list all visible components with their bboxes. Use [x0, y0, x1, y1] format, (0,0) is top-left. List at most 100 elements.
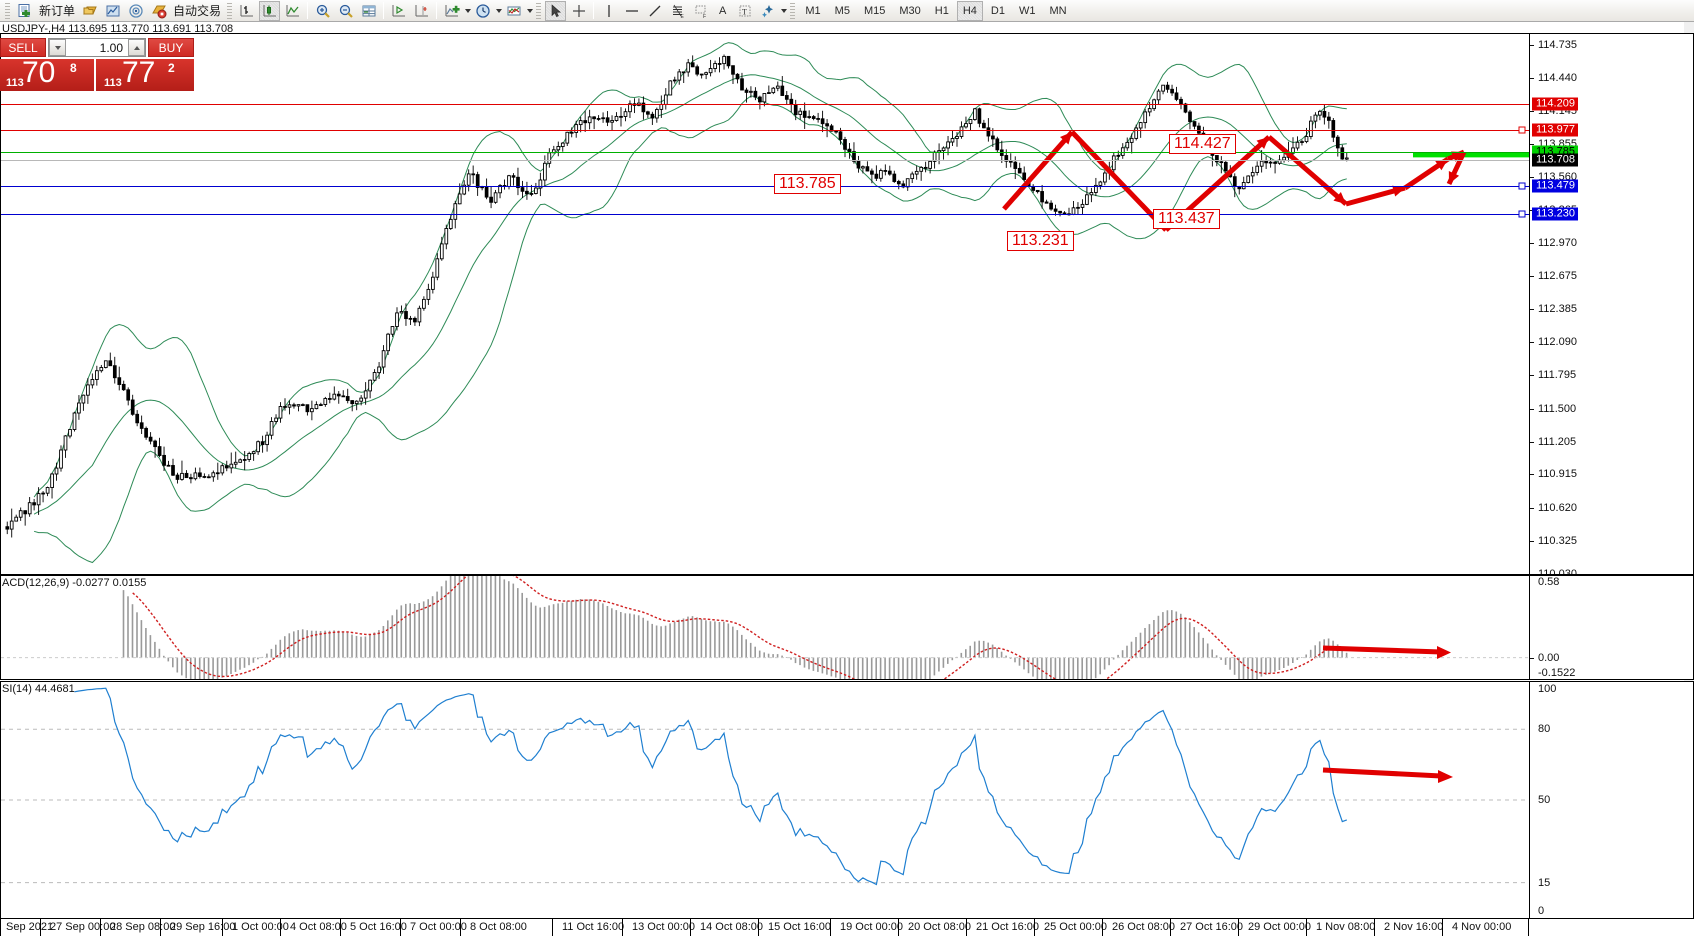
price-level-line[interactable] [1, 129, 1529, 131]
time-axis-label: 27 Sep 00:00 [50, 921, 116, 933]
time-axis-separator [690, 919, 691, 936]
candlestick-icon[interactable] [259, 0, 281, 21]
chart-shift-icon[interactable] [411, 1, 432, 21]
indicator-dropdown-caret[interactable] [465, 8, 472, 13]
period-dropdown-caret[interactable] [496, 8, 503, 13]
channel-icon[interactable]: F [690, 1, 711, 21]
price-annotation-label[interactable]: 113.231 [1007, 231, 1074, 251]
price-axis-labels[interactable]: 114.735114.440114.145113.855113.560113.2… [1530, 34, 1693, 574]
grid-icon[interactable] [358, 1, 379, 21]
last-price-tag[interactable]: 113.708 [1532, 153, 1578, 167]
crosshair-icon[interactable] [568, 1, 589, 21]
autotrading-icon[interactable] [148, 1, 169, 21]
time-axis-separator [1034, 919, 1035, 936]
y-axis-label: 80 [1538, 723, 1551, 736]
price-annotation-label[interactable]: 114.427 [1169, 134, 1236, 154]
one-click-trading-panel[interactable]: SELL 1.00 BUY 113 70 8 113 77 2 [0, 36, 194, 91]
time-axis-label: 28 Sep 08:00 [110, 921, 176, 933]
toolbar-separator-3 [436, 2, 438, 19]
price-chart-pane[interactable]: 114.735114.440114.145113.855113.560113.2… [0, 33, 1694, 575]
time-axis-label: 21 Oct 16:00 [976, 921, 1039, 933]
price-level-handle[interactable] [1518, 182, 1526, 190]
clock-icon[interactable] [472, 1, 493, 21]
market-watch-icon[interactable] [102, 1, 123, 21]
trendline-icon[interactable] [644, 1, 665, 21]
bar-chart-icon[interactable] [236, 1, 257, 21]
chevron-down-icon [54, 45, 61, 50]
price-level-line[interactable] [1, 214, 1529, 215]
vertical-line-icon[interactable] [598, 1, 619, 21]
price-level-tag[interactable]: 113.230 [1532, 207, 1578, 221]
line-chart-icon[interactable] [282, 1, 303, 21]
price-level-line[interactable] [1, 185, 1529, 187]
timeframe-d1[interactable]: D1 [990, 4, 1005, 17]
y-axis-tick [1530, 243, 1534, 245]
rsi-label: SI(14) 44.4681 [2, 683, 75, 695]
time-axis-separator [898, 919, 899, 936]
template-dropdown-caret[interactable] [527, 8, 534, 13]
autotrading-label[interactable]: 自动交易 [173, 4, 222, 18]
price-level-line[interactable] [1, 103, 1529, 105]
time-axis-label: 29 Oct 00:00 [1248, 921, 1311, 933]
y-axis-label: 0.00 [1538, 651, 1560, 664]
fibonacci-icon[interactable]: E [667, 1, 688, 21]
timeframe-m1[interactable]: M1 [805, 4, 821, 17]
y-axis-tick [1530, 657, 1534, 659]
y-axis-label: 100 [1538, 683, 1557, 695]
price-annotation-label[interactable]: 113.437 [1153, 209, 1220, 229]
volume-decrement-button[interactable] [49, 39, 66, 56]
toolbar-grip[interactable] [5, 2, 10, 19]
y-axis-label: -0.1522 [1538, 667, 1576, 679]
price-level-tag[interactable]: 114.209 [1532, 97, 1578, 111]
template-icon[interactable] [503, 1, 524, 21]
buy-price-display[interactable]: 113 77 2 [96, 59, 194, 91]
horizontal-line-icon[interactable] [621, 1, 642, 21]
folder-icon[interactable] [79, 1, 100, 21]
zoom-in-icon[interactable] [312, 1, 333, 21]
sell-price-display[interactable]: 113 70 8 [0, 59, 94, 91]
auto-scroll-icon[interactable] [388, 1, 409, 21]
timeframe-m5[interactable]: M5 [834, 4, 850, 17]
price-level-handle[interactable] [1518, 210, 1526, 218]
toolbar-grip-2[interactable] [227, 2, 233, 19]
price-level-tag[interactable]: 113.977 [1532, 123, 1578, 137]
toolbar-grip-4[interactable] [790, 2, 796, 19]
timeframe-m30[interactable]: M30 [899, 4, 921, 17]
new-order-button[interactable] [14, 1, 35, 21]
signals-icon[interactable] [125, 1, 146, 21]
time-axis-label: 25 Oct 00:00 [1044, 921, 1107, 933]
text-icon[interactable]: A [719, 4, 727, 17]
y-axis-tick [1530, 276, 1534, 278]
buy-price-prefix: 113 [104, 77, 122, 89]
timeframe-h1[interactable]: H1 [934, 4, 949, 17]
rsi-pane[interactable]: SI(14) 44.4681 100 80 50 15 0 [0, 681, 1694, 919]
timeframe-m15[interactable]: M15 [863, 4, 886, 17]
objects-dropdown-caret[interactable] [781, 8, 788, 13]
y-axis-label: 111.500 [1538, 402, 1577, 415]
indicator-add-icon[interactable] [441, 1, 462, 21]
buy-button[interactable]: BUY [148, 38, 194, 57]
price-level-line[interactable] [1, 151, 1529, 153]
price-level-tag[interactable]: 113.479 [1532, 179, 1578, 193]
y-axis-tick [1530, 44, 1534, 46]
toolbar-grip-3[interactable] [536, 2, 542, 19]
price-level-handle[interactable] [1518, 126, 1526, 134]
new-order-label[interactable]: 新订单 [39, 4, 76, 18]
volume-input[interactable]: 1.00 [48, 38, 146, 57]
volume-increment-button[interactable] [128, 39, 145, 56]
price-level-line[interactable] [1, 160, 1529, 162]
price-annotation-label[interactable]: 113.785 [774, 174, 841, 194]
time-axis-separator [1170, 919, 1171, 936]
zoom-out-icon[interactable] [335, 1, 356, 21]
text-label-icon[interactable]: T [734, 1, 755, 21]
price-plot [5, 42, 1529, 564]
macd-pane[interactable]: ACD(12,26,9) -0.0277 0.0155 0.58 0.00 -0.1… [0, 575, 1694, 680]
cursor-arrow-icon[interactable] [545, 0, 567, 21]
time-axis-separator [400, 919, 401, 936]
objects-icon[interactable] [757, 1, 778, 21]
time-axis: Sep 2021 27 Sep 00:00 28 Sep 08:00 29 Sep 1… [0, 919, 1694, 937]
timeframe-h4[interactable]: H4 [956, 0, 983, 21]
sell-button[interactable]: SELL [0, 38, 46, 57]
timeframe-w1[interactable]: W1 [1018, 4, 1036, 17]
timeframe-mn[interactable]: MN [1049, 4, 1067, 17]
